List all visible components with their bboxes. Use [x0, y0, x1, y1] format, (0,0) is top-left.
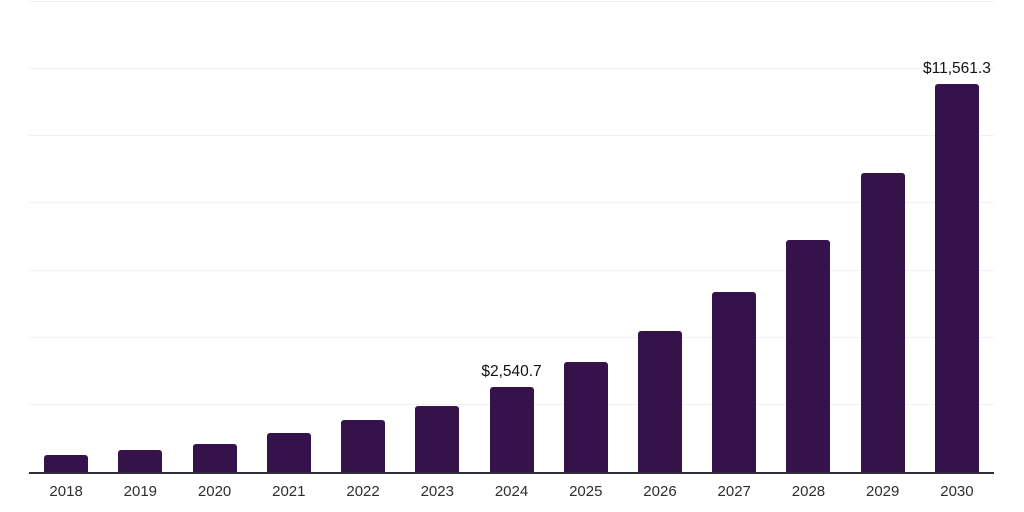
- bar-2023: [415, 406, 460, 472]
- bar-2030: [934, 83, 979, 472]
- bar-2029: [860, 172, 905, 472]
- x-axis-line: [29, 472, 994, 474]
- bar-2026: [637, 331, 682, 472]
- x-tick-2025: 2025: [569, 483, 603, 500]
- bar-2021: [266, 433, 311, 472]
- bar-slot-2020: [177, 2, 251, 472]
- bar-slot-2030: $11,561.3: [920, 2, 994, 472]
- x-tick-2019: 2019: [123, 483, 158, 500]
- gridline-6000: [29, 269, 994, 271]
- bar-slot-2019: [103, 2, 177, 472]
- bar-2019: [118, 450, 163, 472]
- bar-slot-2025: [549, 2, 623, 472]
- bar-slot-2018: [29, 2, 103, 472]
- bar-slot-2022: [326, 2, 400, 472]
- gridline-8000: [29, 202, 994, 204]
- gridline-4000: [29, 336, 994, 338]
- x-tick-2030: 2030: [940, 483, 974, 500]
- bar-2028: [786, 239, 831, 472]
- bar-2018: [44, 454, 89, 472]
- x-tick-2024: 2024: [494, 483, 529, 500]
- bar-slot-2029: [846, 2, 920, 472]
- data-label-2024: $2,540.7: [481, 363, 542, 381]
- x-tick-2028: 2028: [791, 483, 826, 500]
- bar-2027: [712, 292, 757, 472]
- x-tick-2029: 2029: [866, 483, 900, 500]
- bar-slot-2023: [400, 2, 474, 472]
- x-tick-2027: 2027: [717, 483, 751, 500]
- bar-2024: [489, 386, 534, 472]
- bar-slot-2024: $2,540.7: [474, 2, 548, 472]
- x-tick-2026: 2026: [643, 483, 677, 500]
- plot-area: $2,540.7 $11,561.3: [29, 1, 994, 474]
- x-tick-2023: 2023: [420, 483, 454, 500]
- bars-row: $2,540.7 $11,561.3: [29, 2, 994, 472]
- gridline-10000: [29, 135, 994, 137]
- bar-2020: [192, 443, 237, 472]
- bar-2025: [563, 362, 608, 472]
- x-tick-2021: 2021: [272, 483, 306, 500]
- bar-slot-2021: [252, 2, 326, 472]
- bar-slot-2028: [771, 2, 845, 472]
- bar-slot-2026: [623, 2, 697, 472]
- bar-2022: [341, 420, 386, 472]
- x-tick-2018: 2018: [49, 483, 83, 500]
- gridline-12000: [29, 68, 994, 70]
- data-label-2030: $11,561.3: [923, 60, 991, 78]
- x-tick-2020: 2020: [197, 483, 232, 500]
- bar-slot-2027: [697, 2, 771, 472]
- x-axis-ticks: 2018 2019 2020 2021 2022 2023 2024 2025 2026 2027…: [29, 473, 994, 511]
- x-tick-2022: 2022: [346, 483, 380, 500]
